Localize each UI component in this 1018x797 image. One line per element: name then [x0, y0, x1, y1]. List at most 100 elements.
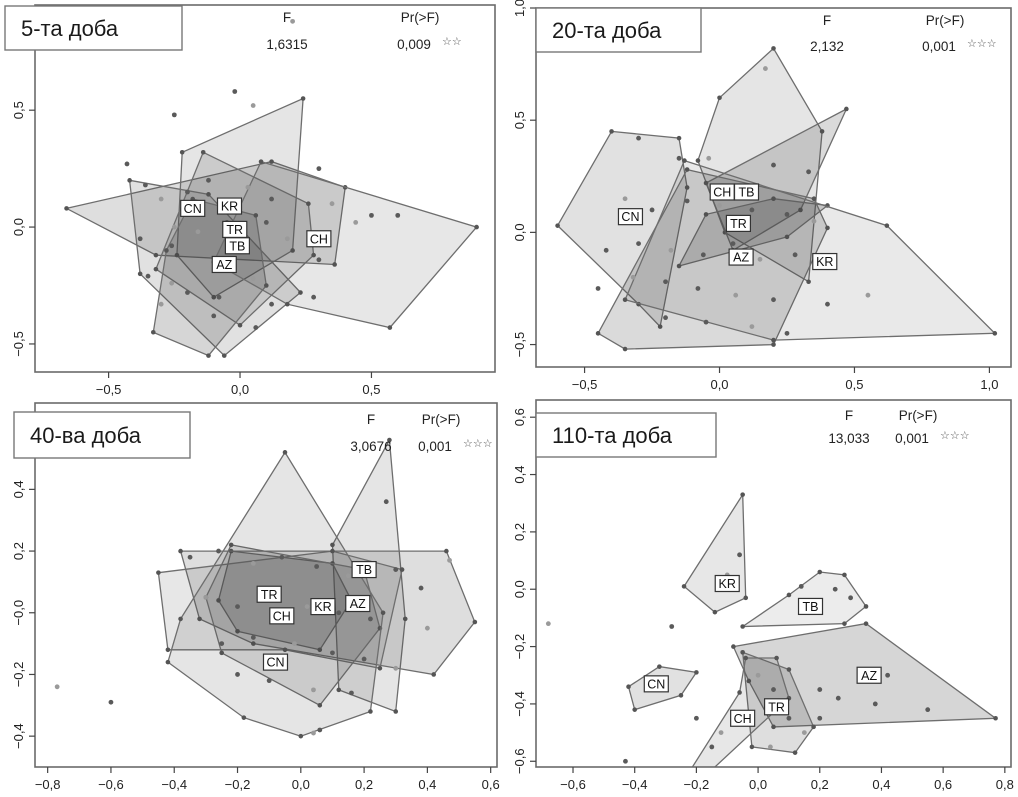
hull-vertex [179, 149, 185, 155]
y-tick-label: 0,5 [512, 111, 527, 129]
data-point [171, 112, 177, 118]
x-tick-label: 0,2 [355, 777, 373, 792]
group-label-tb: TB [229, 239, 245, 253]
data-point [817, 687, 823, 692]
data-point [232, 89, 238, 94]
hull-vertex [842, 621, 847, 626]
stat-p-label: Pr(>F) [401, 10, 440, 25]
group-label-box [224, 237, 250, 255]
data-point [369, 212, 374, 218]
data-point [235, 604, 240, 609]
x-tick-label: 0,8 [996, 777, 1014, 792]
data-point [250, 276, 256, 281]
hull-vertex [712, 609, 718, 615]
hull-vertex [282, 647, 288, 653]
data-point [792, 252, 798, 258]
data-point [749, 324, 755, 330]
hull-vertex [165, 659, 171, 665]
group-label-ch: CH [734, 712, 752, 726]
data-point [676, 155, 682, 161]
panel-2: −0,5 0,0 0,5 1,0 −0,5 0,0 0,5 1,0 CH TB CN TR AZ KR 20… [512, 0, 1012, 392]
panel-3: −0,8 −0,6 −0,4 −0,2 0,0 0,2 0,4 0,6 −0,4 −0,2 −0,0… [11, 402, 500, 792]
group-label-box [714, 574, 740, 593]
data-point [424, 625, 430, 631]
data-point [623, 758, 628, 764]
hull-vertex [771, 337, 776, 343]
data-point [693, 715, 699, 721]
hull-vertex [200, 149, 206, 155]
hull-vertex [393, 709, 399, 714]
hull-vertex [206, 192, 211, 197]
group-label-ch: CH [273, 609, 291, 623]
hull-vertex [749, 744, 755, 750]
data-point [817, 715, 823, 721]
hull-vertex [219, 650, 224, 656]
data-point [349, 690, 354, 696]
stat-f-value: 3,0676 [350, 439, 391, 454]
stat-f-value: 1,6315 [266, 37, 307, 52]
hull-vertex [993, 715, 998, 721]
hull-vertex [657, 664, 662, 669]
data-point [158, 196, 164, 202]
hull-vertex [681, 584, 687, 589]
stat-f-label: F [845, 408, 853, 423]
y-tick-label: 0,2 [512, 523, 527, 541]
hull-vertex [399, 567, 405, 572]
stat-f-value: 2,132 [810, 39, 844, 54]
hull-vertex [771, 724, 776, 730]
data-point [768, 744, 773, 750]
hull-vertex [285, 301, 290, 307]
panel-title-box [13, 411, 191, 459]
x-tick-label: −0,4 [622, 777, 648, 792]
hull-vertex [676, 263, 682, 269]
plot-frame [34, 402, 498, 768]
group-label-tb: TB [356, 563, 372, 577]
hull-vertex [844, 106, 849, 112]
y-tick-label: 0,0 [512, 223, 527, 241]
hull-vertex [771, 196, 776, 202]
data-point [595, 286, 601, 291]
hull-vertex [622, 346, 628, 352]
hull-vertex [332, 262, 337, 267]
group-label-box [730, 709, 756, 727]
y-tick-label: 0,4 [11, 480, 26, 498]
hull-vertex [216, 598, 221, 603]
y-tick-label: −0,4 [512, 691, 527, 717]
stat-p-value: 0,009 [397, 37, 431, 52]
y-tick-label: −0,2 [512, 634, 527, 660]
data-point [872, 701, 878, 707]
data-point [311, 730, 316, 736]
data-point [718, 730, 724, 735]
hull-vertex [743, 655, 749, 661]
data-point [187, 554, 193, 560]
stat-f-label: F [823, 13, 831, 28]
plot-frame [535, 399, 1012, 768]
group-label-box [216, 197, 243, 215]
group-label-box [351, 560, 377, 579]
data-point [393, 665, 399, 671]
hull-vertex [676, 135, 682, 141]
data-point [784, 212, 790, 217]
data-point [368, 616, 373, 622]
data-point [329, 201, 335, 207]
data-point [311, 294, 317, 300]
hull-vertex [165, 647, 171, 653]
hull-vertex [609, 129, 614, 134]
data-point [749, 207, 755, 213]
data-point [250, 561, 256, 566]
data-point [250, 103, 256, 108]
y-tick-label: 0,4 [512, 466, 527, 484]
x-tick-label: 0,0 [292, 777, 310, 792]
hull-vertex [737, 690, 742, 695]
data-point [383, 499, 389, 505]
data-point [709, 744, 715, 750]
x-tick-label: 0,6 [482, 777, 500, 792]
data-point [143, 182, 148, 188]
data-point [447, 557, 452, 563]
data-point [330, 650, 335, 656]
hull-vertex [258, 159, 264, 164]
group-label-box [310, 597, 336, 616]
x-tick-label: 0,5 [362, 382, 380, 397]
data-point [169, 243, 175, 249]
